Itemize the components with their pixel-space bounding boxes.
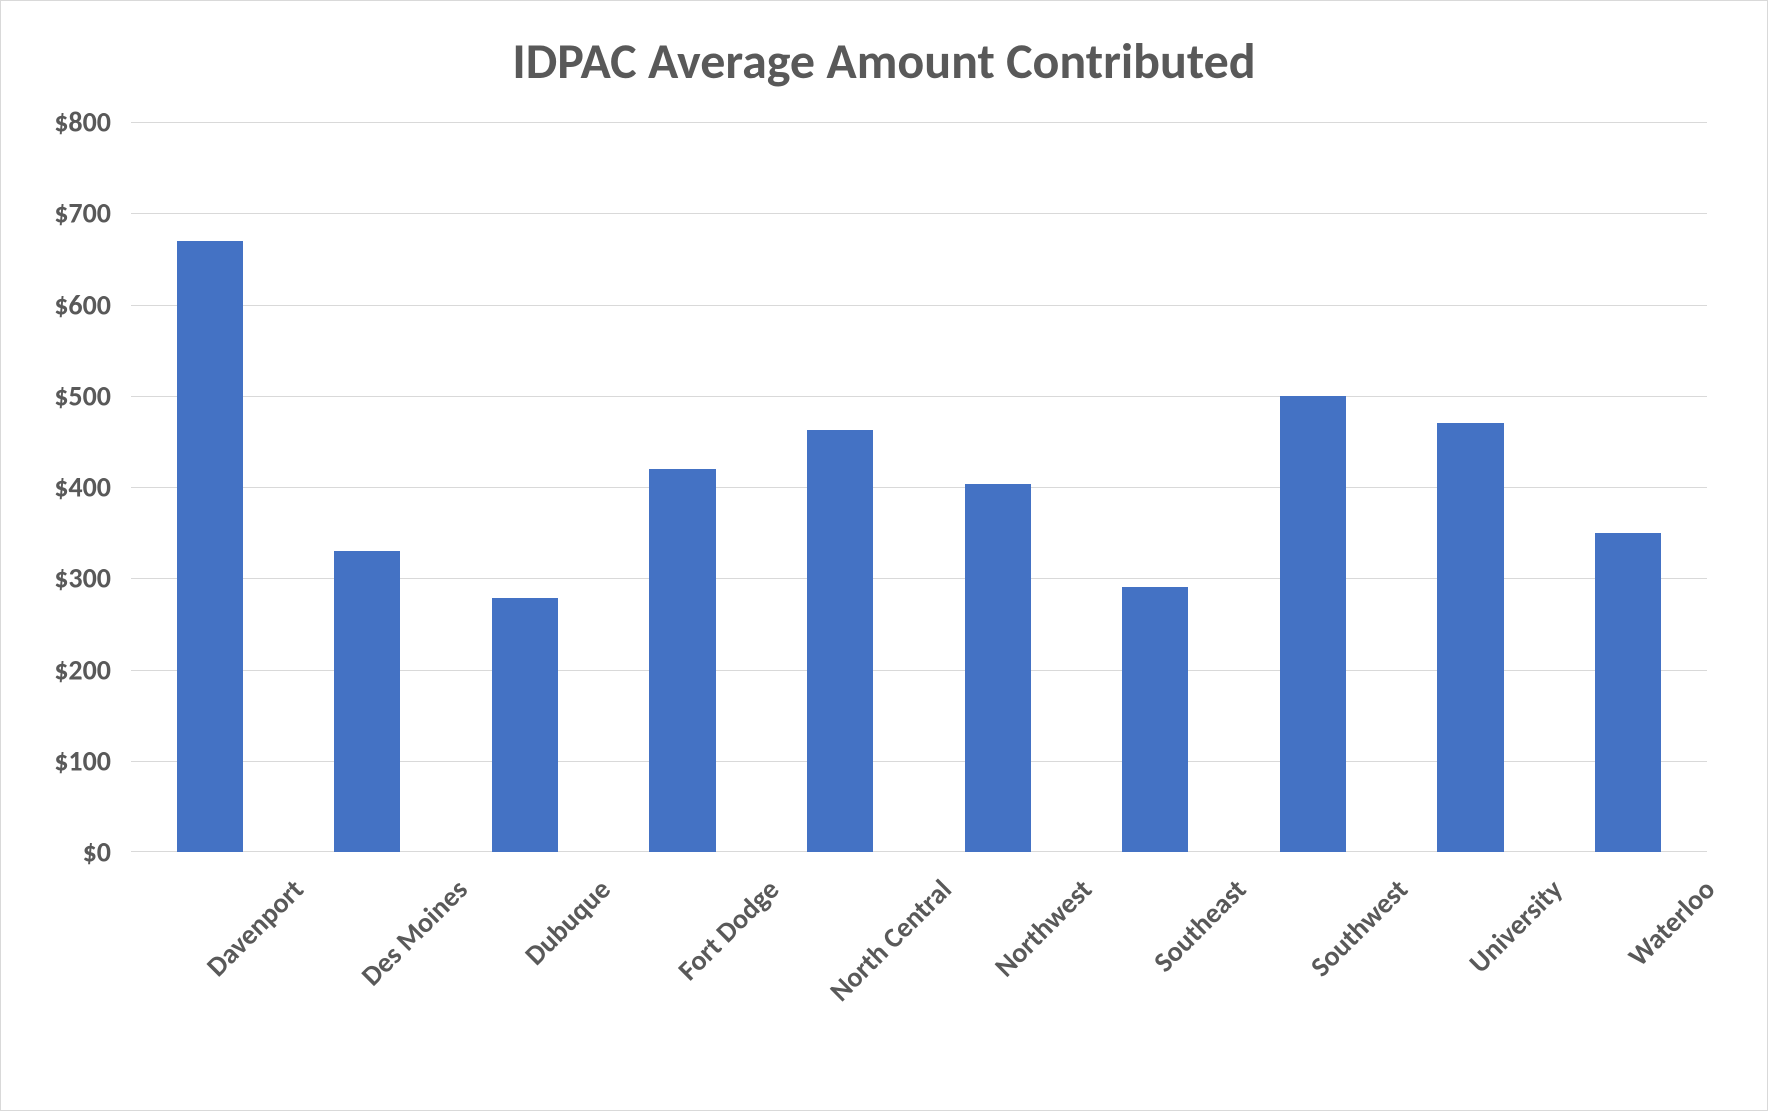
y-axis-label: $400 — [54, 470, 111, 505]
bar-slot — [761, 122, 919, 852]
y-axis-label: $0 — [83, 835, 111, 870]
y-axis-label: $700 — [54, 196, 111, 231]
bar — [334, 551, 400, 852]
bar — [649, 469, 715, 852]
bar-slot — [131, 122, 289, 852]
y-axis-label: $500 — [54, 378, 111, 413]
y-axis-label: $300 — [54, 561, 111, 596]
bar-slot — [919, 122, 1077, 852]
bar-slot — [604, 122, 762, 852]
x-label-slot: Fort Dodge — [604, 872, 762, 1102]
bar — [965, 484, 1031, 852]
bar-slot — [289, 122, 447, 852]
x-label-slot: Southwest — [1234, 872, 1392, 1102]
x-label-slot: Southeast — [1077, 872, 1235, 1102]
y-axis-labels: $0$100$200$300$400$500$600$700$800 — [31, 122, 121, 852]
x-label-slot: Des Moines — [289, 872, 447, 1102]
bar-slot — [1549, 122, 1707, 852]
x-axis-labels: DavenportDes MoinesDubuqueFort DodgeNort… — [131, 852, 1707, 1102]
bar — [177, 241, 243, 852]
bar — [1280, 396, 1346, 852]
bar — [492, 598, 558, 852]
chart-title: IDPAC Average Amount Contributed — [31, 21, 1737, 122]
bar — [807, 430, 873, 852]
bar — [1595, 533, 1661, 852]
bar-slot — [1392, 122, 1550, 852]
bar — [1122, 587, 1188, 852]
y-axis-label: $800 — [54, 105, 111, 140]
bar-slot — [1077, 122, 1235, 852]
x-label-slot: Dubuque — [446, 872, 604, 1102]
bar — [1437, 423, 1503, 852]
x-label-slot: North Central — [761, 872, 919, 1102]
x-label-slot: University — [1392, 872, 1550, 1102]
y-axis-label: $100 — [54, 743, 111, 778]
chart-container: IDPAC Average Amount Contributed $0$100$… — [0, 0, 1768, 1111]
x-label-slot: Davenport — [131, 872, 289, 1102]
bar-slot — [1234, 122, 1392, 852]
plot-area: $0$100$200$300$400$500$600$700$800 — [131, 122, 1707, 852]
x-axis-label: Waterloo — [1621, 872, 1722, 973]
bar-slot — [446, 122, 604, 852]
bars-container — [131, 122, 1707, 852]
x-label-slot: Waterloo — [1549, 872, 1707, 1102]
y-axis-label: $600 — [54, 287, 111, 322]
y-axis-label: $200 — [54, 652, 111, 687]
